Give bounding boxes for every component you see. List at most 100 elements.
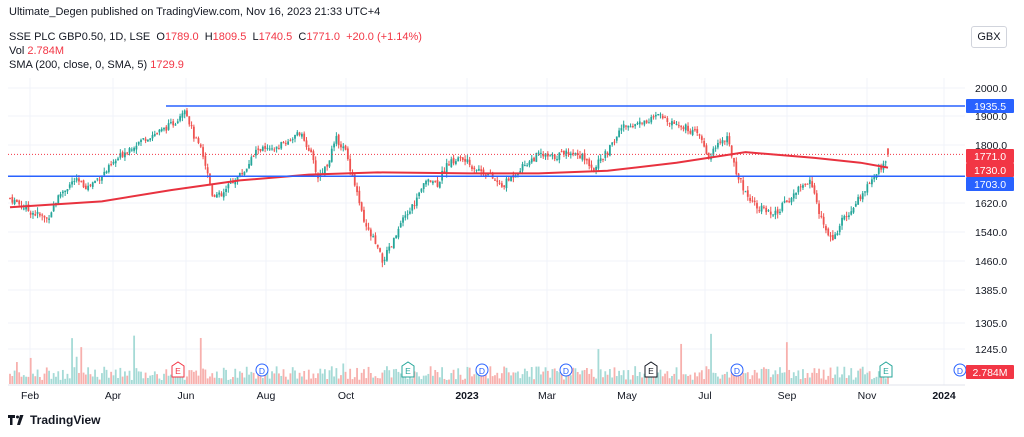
- volume-bar: [245, 366, 248, 384]
- candle-body: [641, 122, 643, 124]
- volume-bar: [795, 375, 797, 384]
- candle-body: [379, 248, 381, 252]
- candle-body: [75, 178, 78, 181]
- symbol-description[interactable]: SSE PLC GBP0.50, 1D, LSE: [9, 31, 151, 43]
- volume-bar: [560, 367, 563, 384]
- candle-body: [774, 210, 777, 216]
- volume-bar: [27, 376, 30, 384]
- candle-body: [411, 204, 414, 211]
- candle-body: [661, 115, 664, 119]
- candle-body: [845, 216, 848, 218]
- candle-body: [48, 218, 50, 220]
- volume-bar: [296, 378, 299, 384]
- volume-bar: [535, 366, 538, 384]
- volume-bar: [733, 366, 735, 384]
- volume-bar: [871, 379, 873, 384]
- volume-bar: [691, 379, 694, 384]
- volume-bar: [498, 378, 501, 384]
- candle-body: [457, 157, 460, 162]
- sma-value: 1729.9: [150, 59, 184, 71]
- volume-bar: [278, 373, 280, 384]
- candle-body: [94, 180, 96, 183]
- candle-body: [664, 116, 666, 118]
- volume-bar: [597, 349, 600, 384]
- candle-body: [880, 166, 883, 170]
- volume-bar: [774, 370, 777, 384]
- volume-bar: [758, 378, 761, 384]
- volume-bar: [209, 376, 211, 384]
- volume-bar: [326, 379, 329, 384]
- candle-body: [599, 158, 602, 161]
- candle-body: [289, 140, 292, 142]
- volume-bar: [845, 377, 848, 384]
- volume-bar: [834, 374, 837, 384]
- volume-bar: [710, 333, 712, 384]
- volume-bar: [15, 362, 18, 384]
- candle-body: [634, 124, 637, 127]
- high-label: H: [204, 31, 213, 43]
- volume-bar: [606, 374, 609, 384]
- volume-bar: [399, 373, 402, 384]
- volume-bar: [422, 375, 425, 384]
- candle-body: [61, 191, 64, 194]
- sma-label[interactable]: SMA (200, close, 0, SMA, 5): [9, 59, 148, 71]
- candle-body: [363, 209, 365, 222]
- volume-bar: [211, 373, 214, 384]
- volume-bar: [75, 356, 78, 384]
- volume-bar: [707, 369, 710, 384]
- volume-label[interactable]: Vol: [9, 45, 25, 57]
- candle-body: [438, 181, 441, 188]
- volume-bar: [820, 378, 823, 384]
- volume-bar: [117, 378, 119, 384]
- volume-value: 2.784M: [27, 45, 65, 57]
- candle-body: [652, 116, 655, 118]
- volume-bar: [344, 371, 347, 384]
- volume-bar: [558, 372, 561, 384]
- currency-button[interactable]: GBX: [971, 26, 1007, 48]
- candle-body: [523, 165, 526, 167]
- volume-bar: [57, 371, 60, 384]
- volume-bar: [84, 374, 87, 384]
- candle-body: [119, 153, 122, 158]
- volume-bar: [434, 369, 437, 384]
- volume-bar: [588, 373, 591, 384]
- volume-bar: [468, 367, 471, 384]
- volume-bar: [788, 369, 791, 384]
- candle-body: [537, 152, 540, 154]
- volume-bar: [169, 374, 172, 384]
- time-axis: Feb Apr Jun Aug Oct 2023 Mar May Jul Sep Nov 2024: [8, 384, 965, 402]
- candle-body: [517, 173, 519, 175]
- volume-bar: [648, 375, 650, 384]
- volume-bar: [687, 375, 689, 384]
- candle-body: [772, 214, 774, 216]
- candle-body: [409, 211, 411, 214]
- candle-body: [128, 148, 131, 153]
- candle-body: [252, 155, 255, 157]
- volume-bar: [643, 373, 646, 384]
- volume-bar: [749, 379, 751, 384]
- ohlc-legend: SSE PLC GBP0.50, 1D, LSE O1789.0 H1809.5…: [9, 31, 422, 43]
- volume-bar: [68, 378, 71, 384]
- candle-body: [20, 205, 23, 208]
- candle-body: [284, 143, 287, 145]
- price-label-bg: [966, 99, 1014, 114]
- candle-body: [287, 141, 290, 145]
- volume-bar: [526, 371, 529, 384]
- candle-body: [27, 204, 30, 212]
- candle-body: [553, 154, 556, 160]
- candle-body: [137, 141, 140, 145]
- volume-bar: [507, 372, 510, 384]
- candle-body: [215, 194, 218, 198]
- candle-body: [305, 140, 308, 148]
- candle-body: [89, 184, 92, 186]
- candle-body: [746, 190, 749, 197]
- volume-bar: [866, 372, 869, 384]
- candle-body: [565, 150, 568, 156]
- volume-bar: [859, 368, 862, 384]
- volume-bar: [712, 372, 715, 384]
- volume-bar: [645, 370, 648, 384]
- candle-body: [512, 174, 515, 178]
- volume-bar: [668, 378, 671, 384]
- volume-bar: [268, 378, 271, 384]
- volume-bar: [94, 369, 96, 384]
